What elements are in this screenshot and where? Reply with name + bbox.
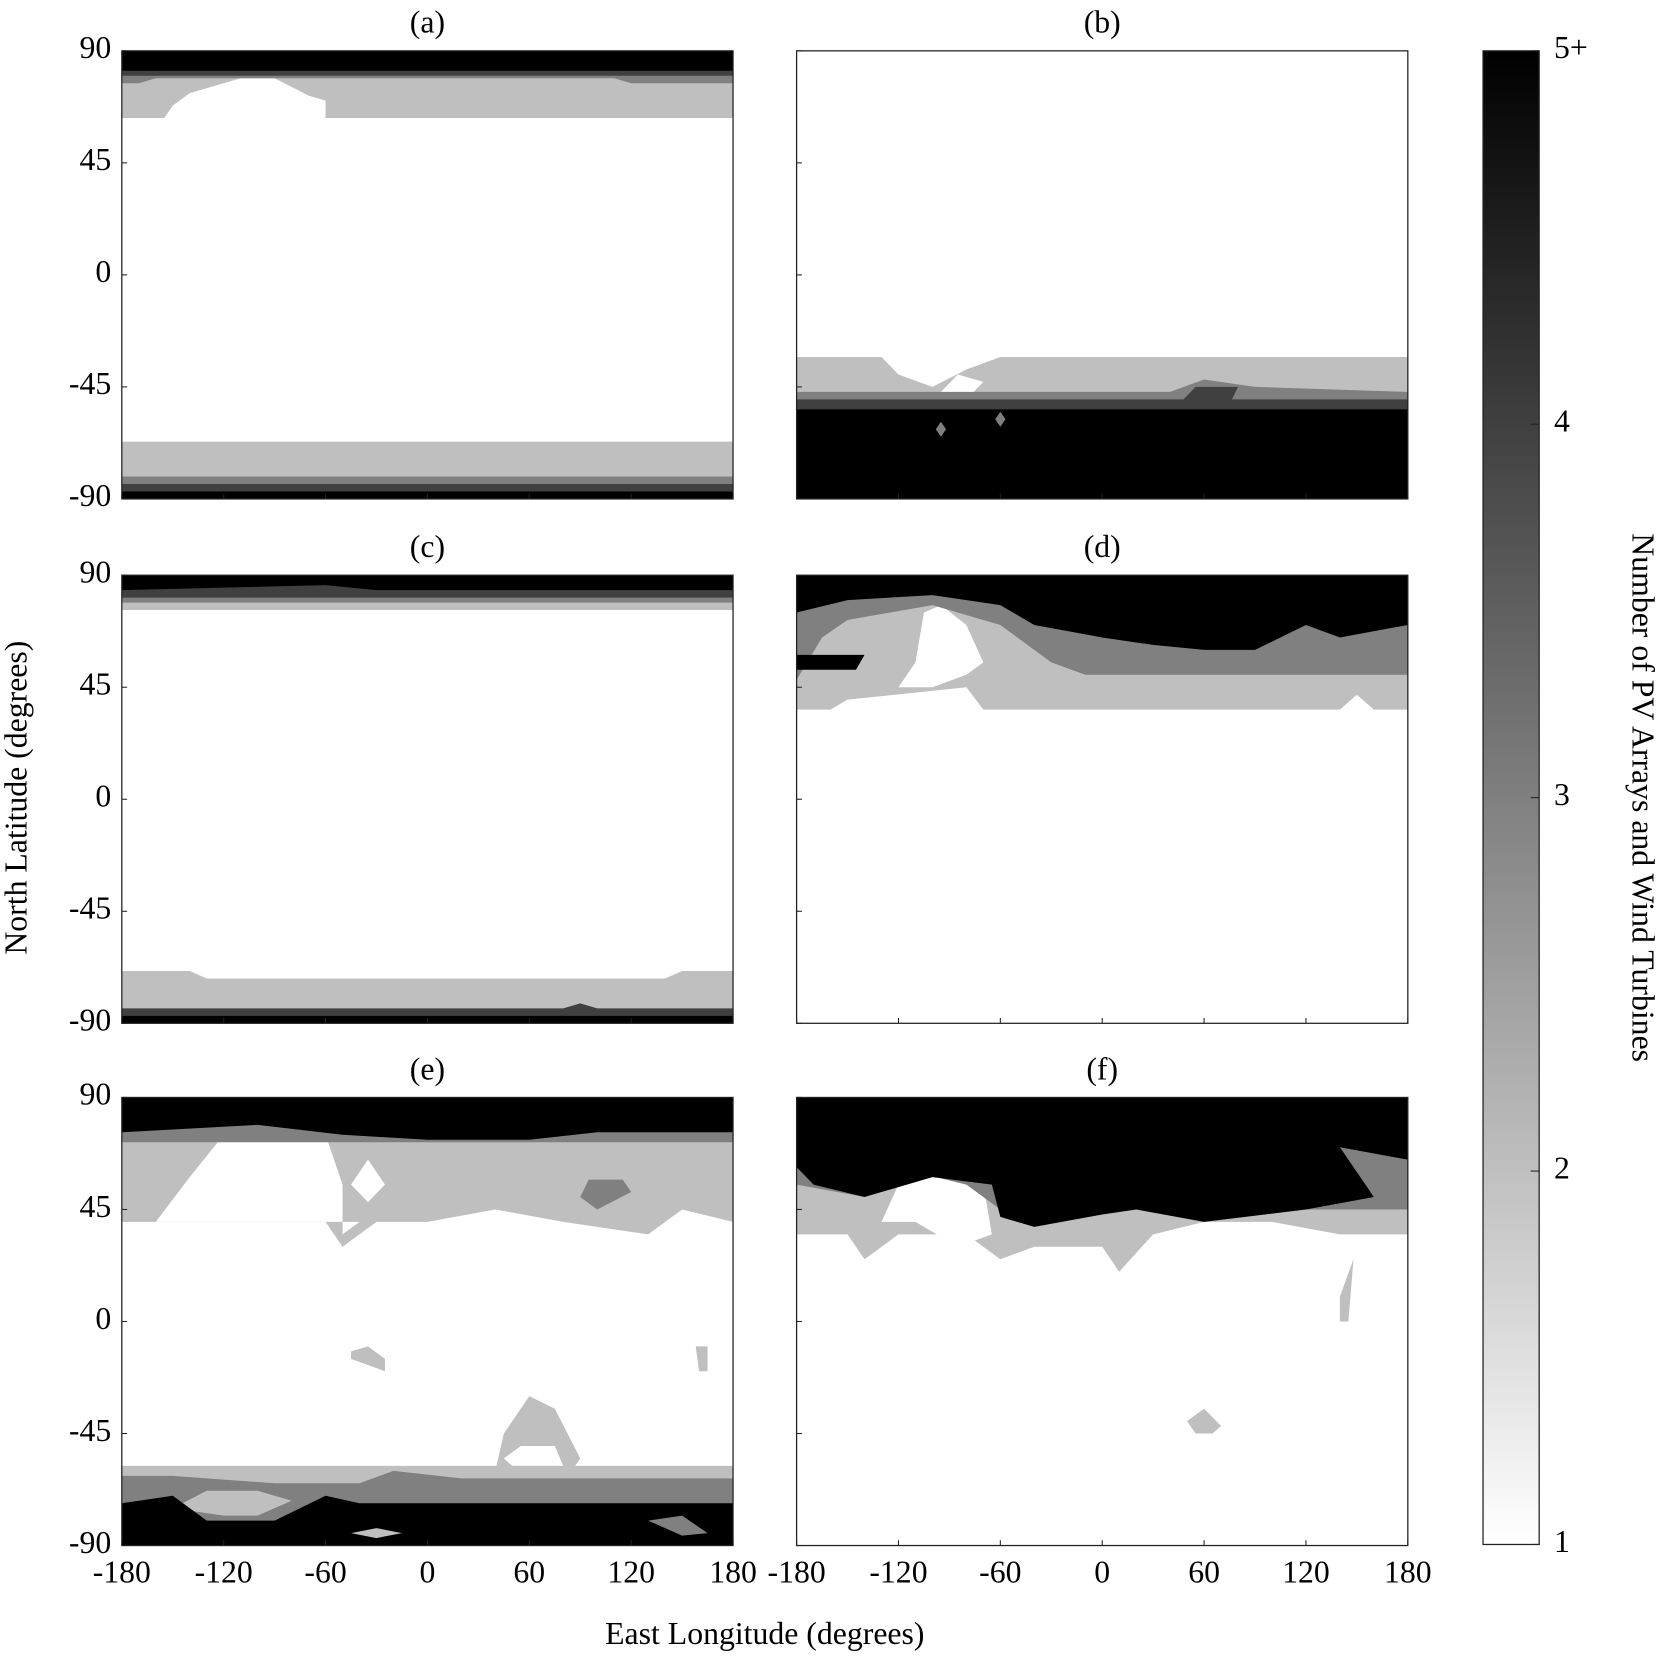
y-tick-label: 0 — [95, 779, 111, 814]
panel-title: (b) — [1084, 5, 1121, 40]
y-tick-label: 45 — [79, 667, 111, 702]
y-tick-label: 45 — [79, 1189, 111, 1224]
contour-region — [351, 1159, 385, 1203]
colorbar-tick-label: 3 — [1554, 777, 1570, 812]
y-tick-label: -45 — [69, 366, 111, 401]
contour-region — [172, 1490, 292, 1516]
x-tick-label: -120 — [195, 1554, 253, 1589]
x-tick-label: 0 — [1094, 1554, 1110, 1589]
panel — [796, 1097, 1408, 1546]
panel-background — [121, 575, 734, 1024]
x-axis-label: East Longitude (degrees) — [605, 1616, 924, 1651]
y-tick-label: 45 — [79, 142, 111, 177]
y-tick-label: -90 — [69, 1525, 111, 1560]
colorbar-tick-label: 1 — [1554, 1524, 1570, 1559]
y-tick-label: 0 — [95, 1301, 111, 1336]
panel-background — [121, 50, 734, 499]
y-tick-label: -90 — [69, 1003, 111, 1038]
x-tick-label: 60 — [1188, 1554, 1220, 1589]
colorbar — [1482, 50, 1540, 1546]
x-tick-label: -60 — [304, 1554, 346, 1589]
x-tick-label: 0 — [419, 1554, 435, 1589]
panel-title: (f) — [1086, 1051, 1118, 1086]
contour-region — [1187, 1408, 1222, 1434]
y-tick-label: -45 — [69, 891, 111, 926]
contour-region — [351, 1528, 402, 1539]
contour-region — [881, 1172, 992, 1247]
contour-region — [796, 575, 1408, 650]
y-axis-label: North Latitude (degrees) — [0, 641, 33, 955]
panel-title: (c) — [410, 529, 445, 564]
x-tick-label: 180 — [709, 1554, 757, 1589]
panel — [796, 575, 1408, 1024]
panel — [121, 50, 734, 499]
x-tick-label: -60 — [979, 1554, 1021, 1589]
y-tick-label: 90 — [79, 30, 111, 65]
panel-title: (e) — [410, 1051, 445, 1086]
contour-region — [580, 1179, 632, 1210]
panel-title: (d) — [1084, 529, 1121, 564]
contour-region — [1339, 1259, 1354, 1322]
contour-region — [796, 654, 865, 670]
contour-region — [121, 1097, 734, 1140]
contour-region — [648, 1515, 708, 1536]
contour-region — [121, 575, 734, 591]
y-tick-label: -45 — [69, 1413, 111, 1448]
x-tick-label: 60 — [513, 1554, 545, 1589]
y-tick-label: -90 — [69, 478, 111, 513]
colorbar-label: Number of PV Arrays and Wind Turbines — [1626, 533, 1661, 1062]
x-tick-label: 120 — [607, 1554, 655, 1589]
x-tick-label: 120 — [1282, 1554, 1330, 1589]
colorbar-tick-label: 2 — [1554, 1150, 1570, 1185]
x-tick-label: -180 — [93, 1554, 151, 1589]
contour-region — [995, 411, 1006, 427]
panel-title: (a) — [410, 5, 445, 40]
panel — [121, 575, 734, 1024]
panel — [796, 50, 1408, 499]
y-tick-label: 90 — [79, 555, 111, 590]
x-tick-label: -180 — [767, 1554, 825, 1589]
contour-region — [155, 1134, 360, 1235]
contour-region — [898, 605, 984, 688]
contour-region — [935, 421, 947, 437]
y-tick-label: 90 — [79, 1077, 111, 1112]
x-tick-label: 180 — [1384, 1554, 1432, 1589]
contour-region — [503, 1445, 564, 1466]
contour-region — [1178, 386, 1239, 405]
contour-region — [164, 78, 326, 119]
colorbar-tick-label: 5+ — [1554, 30, 1588, 65]
colorbar-tick-label: 4 — [1554, 404, 1570, 439]
contour-region — [796, 409, 1408, 499]
contour-region — [121, 50, 734, 71]
contour-region — [796, 1097, 1408, 1227]
panel — [121, 1097, 734, 1546]
contour-region — [695, 1346, 708, 1372]
x-tick-label: -120 — [869, 1554, 927, 1589]
contour-region — [121, 1495, 734, 1546]
y-tick-label: 0 — [95, 254, 111, 289]
